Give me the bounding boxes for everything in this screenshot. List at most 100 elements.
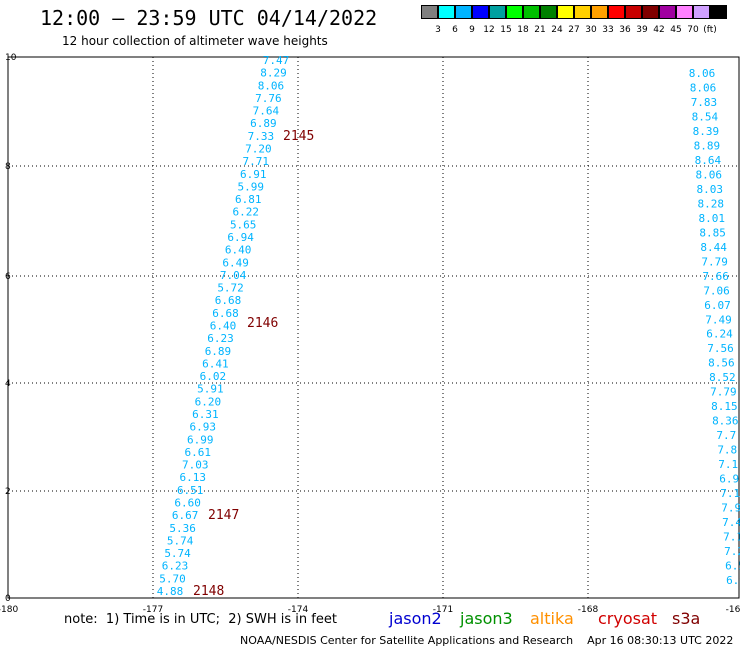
wave-height-value: 8.85	[699, 226, 726, 239]
x-tick-label: -171	[433, 605, 453, 615]
satellite-name: altika	[530, 609, 574, 628]
legend-label: 36	[619, 25, 631, 35]
units-note: note: 1) Time is in UTC; 2) SWH is in fe…	[64, 612, 337, 627]
wave-height-value: 6.22	[232, 206, 259, 219]
x-tick-label: -16	[726, 605, 740, 615]
legend-swatch	[506, 5, 523, 19]
wave-height-value: 8.06	[258, 79, 285, 92]
map-title: 12:00 – 23:59 UTC 04/14/2022	[40, 6, 378, 30]
wave-height-value: 6.5	[725, 560, 740, 573]
legend-label: (ft)	[703, 25, 717, 35]
wave-height-value: 6.81	[235, 193, 262, 206]
legend-label: 33	[602, 25, 614, 35]
wave-height-value: 6.24	[706, 328, 733, 341]
wave-height-value: 8.06	[696, 168, 723, 181]
wave-height-value: 7.71	[243, 155, 270, 168]
y-tick-label: 6	[5, 272, 11, 282]
legend-label: 18	[517, 25, 529, 35]
wave-height-value: 6.20	[195, 395, 222, 408]
map-subtitle: 12 hour collection of altimeter wave hei…	[62, 34, 328, 48]
y-tick-label: 8	[5, 162, 11, 172]
legend-swatch	[438, 5, 455, 19]
wave-height-value: 5.99	[238, 180, 265, 193]
wave-height-value: 7.76	[255, 92, 282, 105]
wave-height-value: 5.74	[167, 534, 194, 547]
wave-height-value: 7.03	[182, 459, 209, 472]
legend-swatch	[421, 5, 438, 19]
legend-label: 70	[687, 25, 699, 35]
legend-swatch	[693, 5, 710, 19]
footer-credit: NOAA/NESDIS Center for Satellite Applica…	[240, 634, 734, 647]
x-tick-label: -177	[143, 605, 163, 615]
wave-height-value: 7.56	[707, 342, 734, 355]
wave-height-value: 8.03	[697, 183, 724, 196]
wave-height-value: 7.1	[718, 458, 738, 471]
legend-label: 42	[653, 25, 665, 35]
wave-height-value: 7.1	[723, 531, 740, 544]
wave-height-value: 6.94	[227, 231, 254, 244]
pass-time-label: 2145	[283, 129, 314, 144]
legend-label: 27	[568, 25, 580, 35]
wave-height-value: 4.88	[157, 585, 184, 598]
wave-height-value: 7.06	[703, 284, 730, 297]
legend-swatch	[455, 5, 472, 19]
wave-height-value: 7.49	[705, 313, 732, 326]
y-tick-label: 0	[5, 594, 11, 604]
wave-height-value: 6.67	[172, 509, 199, 522]
x-tick-label: -168	[578, 605, 599, 615]
y-tick-label: 2	[5, 487, 11, 497]
wave-height-value: 5.74	[164, 547, 191, 560]
legend-swatch	[540, 5, 557, 19]
legend-label: 9	[469, 25, 475, 35]
wave-height-value: 7.20	[245, 143, 272, 156]
legend-label: 45	[670, 25, 682, 35]
wave-height-value: 8.06	[689, 67, 716, 80]
wave-height-value: 6.9	[726, 574, 740, 587]
legend-swatch	[523, 5, 540, 19]
satellite-name: s3a	[672, 609, 701, 628]
wave-height-value: 7.64	[253, 105, 280, 118]
legend-label: 39	[636, 25, 648, 35]
wave-height-value: 7.9	[721, 502, 740, 515]
legend-swatch	[676, 5, 693, 19]
wave-height-value: 8.44	[700, 241, 727, 254]
wave-height-value: 6.51	[177, 484, 204, 497]
legend-swatch	[608, 5, 625, 19]
wave-height-value: 5.70	[159, 572, 186, 585]
wave-height-value: 6.41	[202, 357, 229, 370]
wave-height-value: 5.65	[230, 218, 257, 231]
legend-swatch	[710, 5, 727, 19]
wave-height-value: 8.01	[698, 212, 725, 225]
legend-swatch	[574, 5, 591, 19]
legend-label: 15	[500, 25, 512, 35]
wave-height-value: 7.04	[220, 269, 247, 282]
wave-height-value: 6.23	[207, 332, 234, 345]
x-tick-label: -174	[288, 605, 309, 615]
wave-height-value: 6.40	[225, 244, 252, 257]
wave-height-value: 6.93	[190, 421, 217, 434]
wave-height-value: 8.64	[695, 154, 722, 167]
wave-height-value: 8.36	[712, 415, 739, 428]
wave-height-value: 5.36	[169, 522, 196, 535]
wave-height-value: 8.06	[690, 81, 717, 94]
wave-height-value: 6.07	[704, 299, 731, 312]
satellite-name: jason2	[389, 609, 442, 628]
wave-height-value: 7.79	[710, 386, 737, 399]
wave-height-value: 7.2	[724, 545, 740, 558]
wave-height-value: 7.1	[720, 487, 740, 500]
wave-height-value: 8.15	[711, 400, 738, 413]
legend-swatch	[642, 5, 659, 19]
wave-height-value: 7.47	[263, 54, 290, 67]
legend-swatch	[659, 5, 676, 19]
legend-swatch	[591, 5, 608, 19]
wave-height-value: 7.7	[716, 429, 736, 442]
wave-height-value: 7.4	[722, 516, 740, 529]
wave-height-value: 8.89	[694, 139, 721, 152]
wave-height-value: 7.33	[248, 130, 275, 143]
wave-height-value: 7.8	[717, 444, 737, 457]
legend-swatch	[472, 5, 489, 19]
legend-label: 30	[585, 25, 597, 35]
wave-height-value: 6.9	[719, 473, 739, 486]
legend-label: 24	[551, 25, 563, 35]
satellite-name: cryosat	[598, 609, 658, 628]
